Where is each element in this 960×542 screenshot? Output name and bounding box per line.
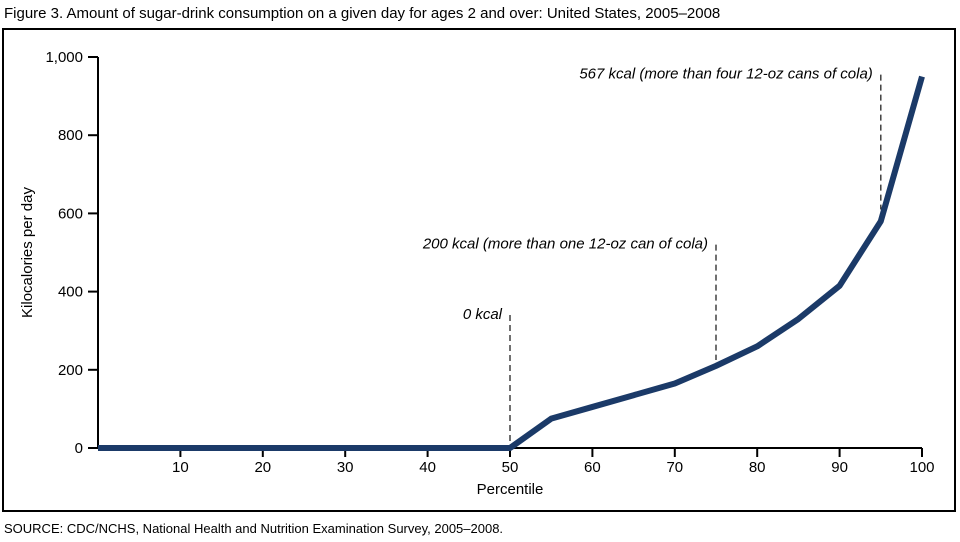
x-tick-label: 80 bbox=[749, 459, 766, 476]
annotation-label: 567 kcal (more than four 12-oz cans of c… bbox=[579, 66, 872, 83]
x-tick-label: 30 bbox=[337, 459, 354, 476]
y-tick-label: 600 bbox=[58, 205, 83, 222]
y-tick-label: 800 bbox=[58, 127, 83, 144]
x-tick-label: 20 bbox=[254, 459, 271, 476]
x-tick-label: 50 bbox=[502, 459, 519, 476]
source-note: SOURCE: CDC/NCHS, National Health and Nu… bbox=[4, 521, 504, 536]
figure-title: Figure 3. Amount of sugar-drink consumpt… bbox=[4, 5, 721, 22]
annotation-label: 0 kcal bbox=[463, 306, 503, 323]
y-tick-label: 0 bbox=[75, 440, 83, 457]
x-axis-label: Percentile bbox=[477, 481, 544, 498]
y-tick-label: 200 bbox=[58, 362, 83, 379]
x-tick-label: 60 bbox=[584, 459, 601, 476]
x-tick-label: 90 bbox=[831, 459, 848, 476]
x-tick-label: 70 bbox=[666, 459, 683, 476]
data-series-line bbox=[98, 75, 925, 451]
x-tick-label: 100 bbox=[909, 459, 934, 476]
y-axis-label: Kilocalories per day bbox=[19, 187, 36, 318]
annotation-label: 200 kcal (more than one 12-oz can of col… bbox=[422, 236, 708, 253]
x-tick-label: 40 bbox=[419, 459, 436, 476]
chart-container: 0 200 400 600 800 1,000 10 20 30 40 50 60 70 80 90 100 0… bbox=[2, 28, 956, 512]
x-tick-label: 10 bbox=[172, 459, 189, 476]
sugar-drink-percentile-line-chart: 0 200 400 600 800 1,000 10 20 30 40 50 60 70 80 90 100 0… bbox=[19, 49, 935, 498]
y-tick-label: 400 bbox=[58, 284, 83, 301]
y-tick-label: 1,000 bbox=[45, 49, 83, 66]
